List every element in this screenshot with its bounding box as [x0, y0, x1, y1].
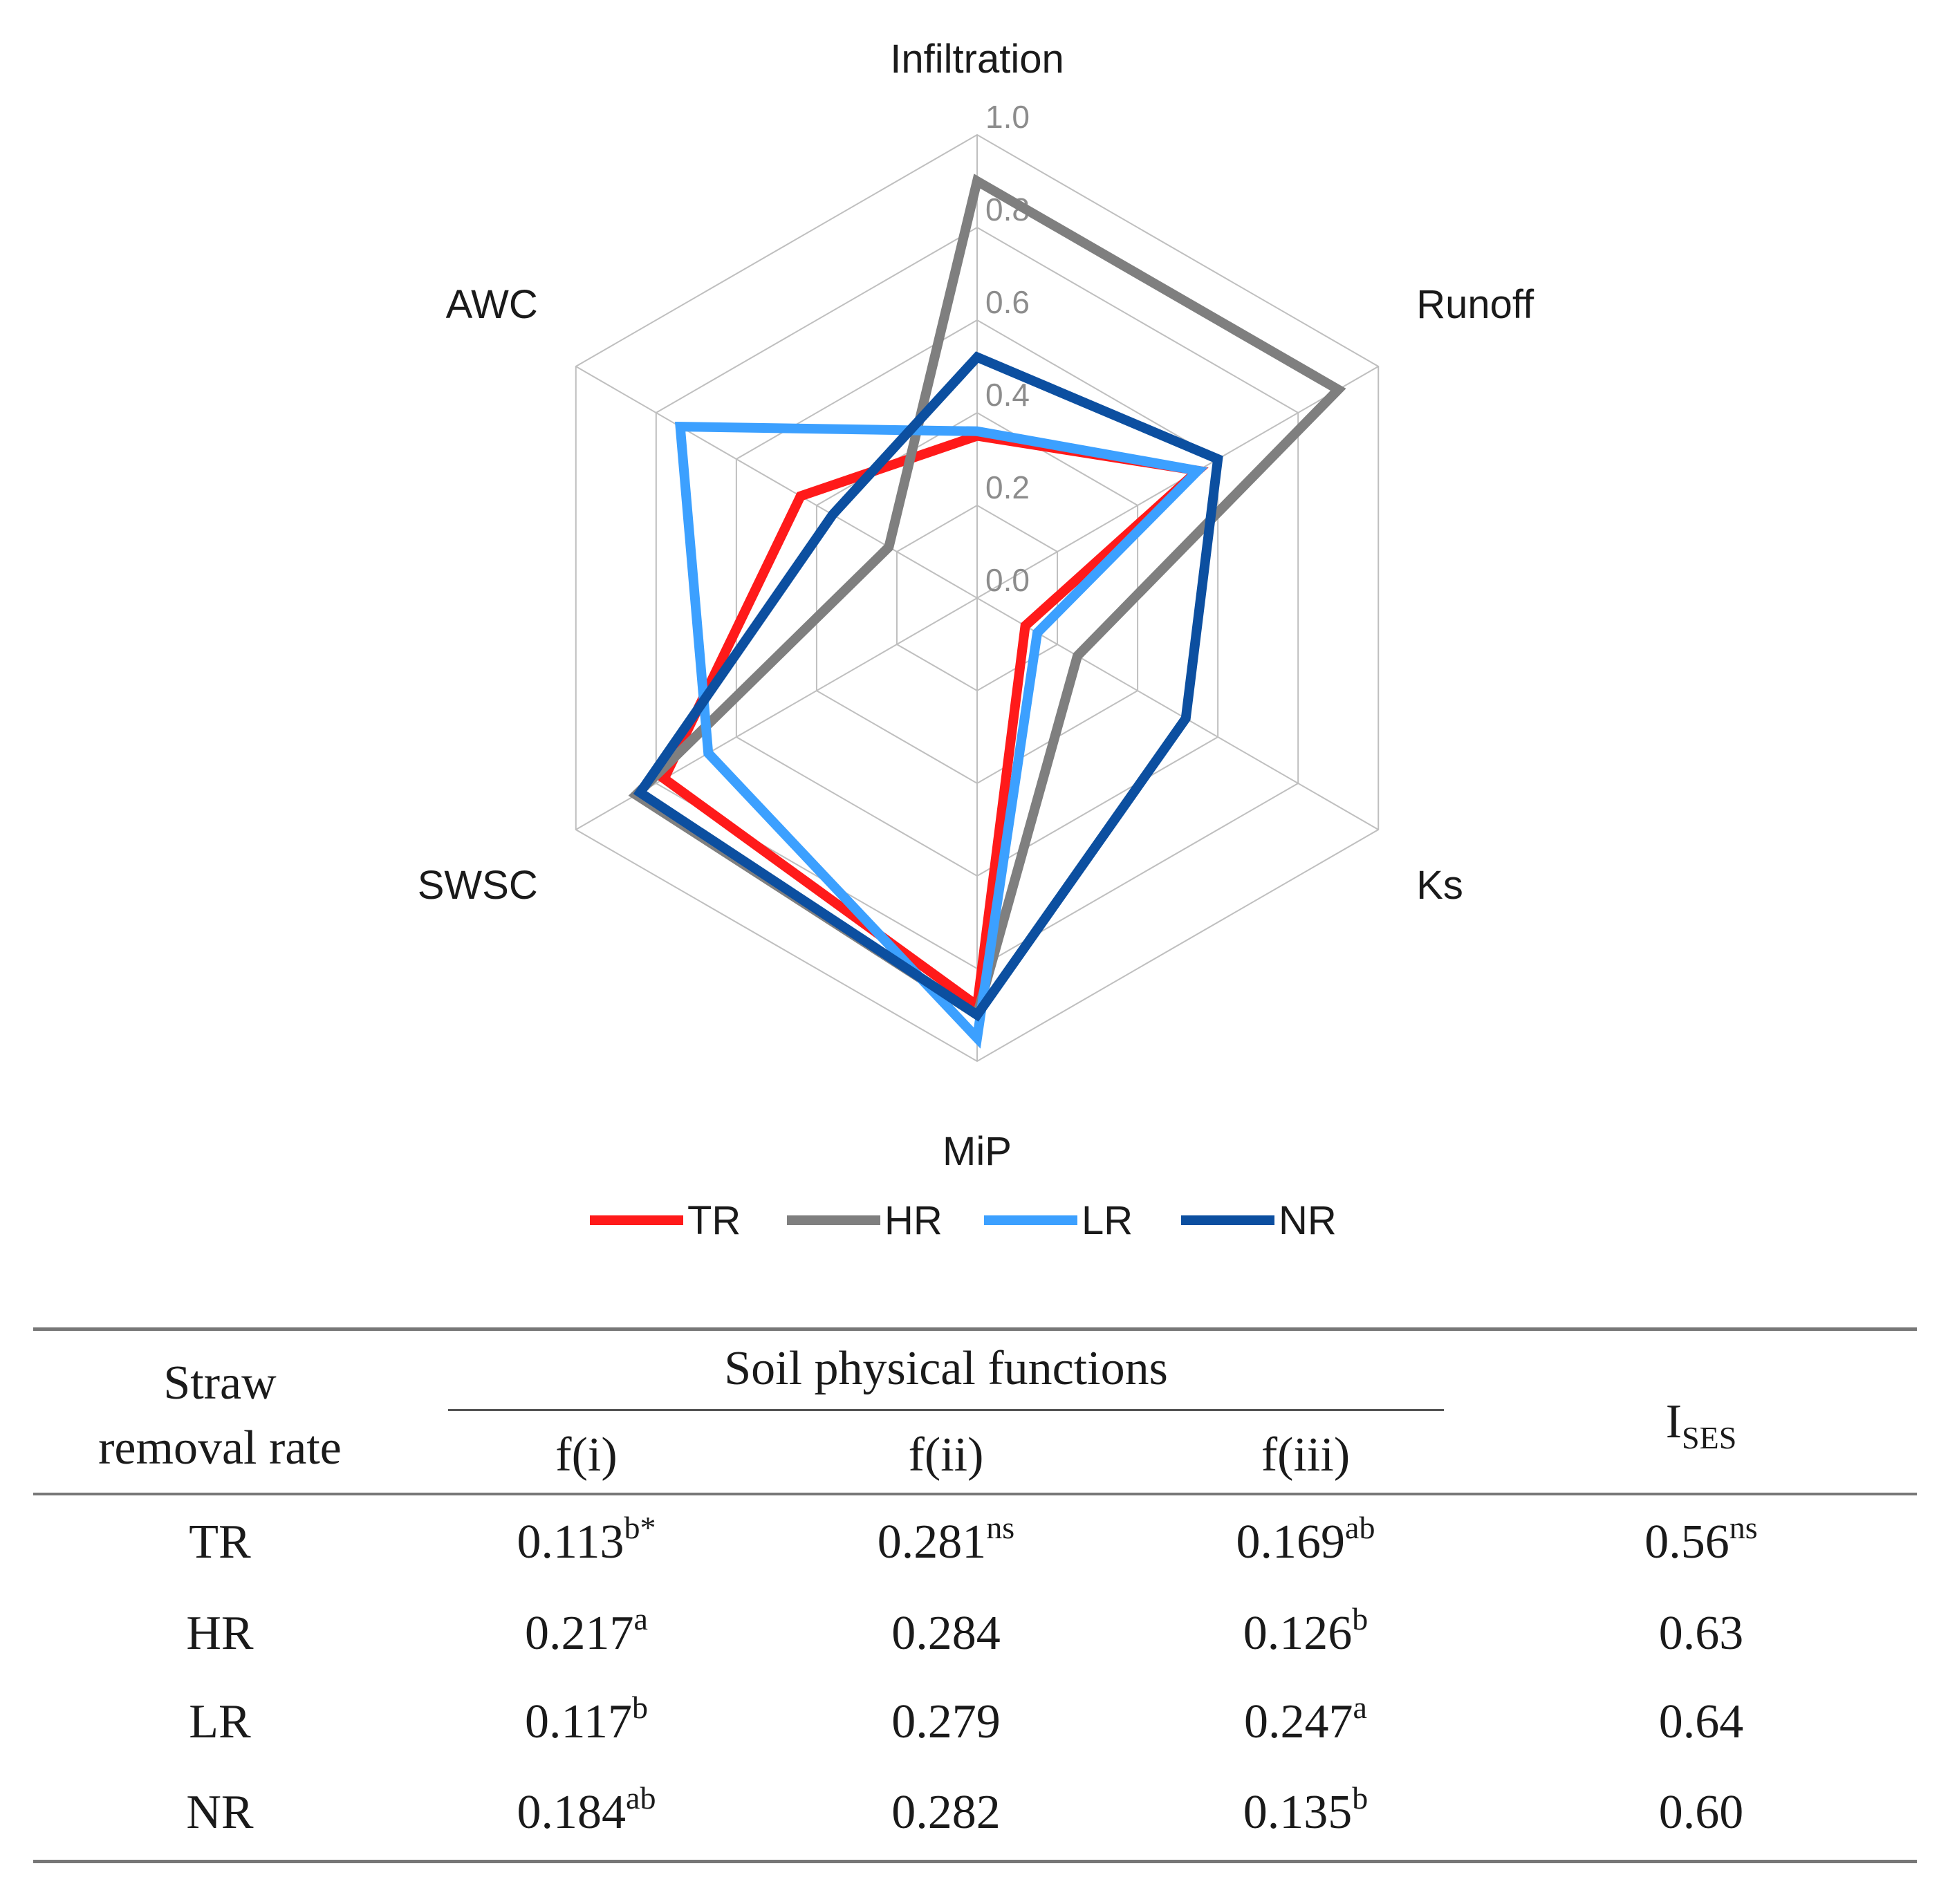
- radar-series: [628, 174, 1346, 1049]
- f2-cell: 0.281ns: [877, 1509, 1015, 1569]
- tick-label: 0.6: [985, 284, 1030, 320]
- axis-label-swsc: SWSC: [418, 863, 538, 908]
- f2-cell: 0.279: [891, 1695, 1001, 1748]
- radar-axis-labels: Infiltration Runoff Ks MiP SWSC AWC: [418, 37, 1534, 1174]
- tick-label: 0.0: [985, 562, 1030, 598]
- series-line-lr: [674, 421, 1208, 1049]
- results-table: Straw Soil physical functions ISES remov…: [33, 1327, 1917, 1863]
- f1-header: f(i): [555, 1428, 618, 1482]
- straw-header-line2: removal rate: [98, 1421, 342, 1475]
- row-label: HR: [186, 1606, 254, 1660]
- tick-label: 1.0: [985, 99, 1030, 135]
- f2-cell: 0.284: [891, 1606, 1001, 1660]
- table-row: LR 0.117b 0.279 0.247a 0.64: [33, 1678, 1917, 1766]
- table-row: TR 0.113b* 0.281ns 0.169ab 0.56ns: [33, 1494, 1917, 1589]
- legend-label-hr: HR: [884, 1198, 943, 1243]
- ises-sub: SES: [1682, 1419, 1737, 1455]
- ises-cell: 0.64: [1658, 1695, 1744, 1748]
- legend: TR HR LR NR: [590, 1198, 1337, 1243]
- soil-physical-functions-label: Soil physical functions: [448, 1341, 1444, 1411]
- f1-cell: 0.117b: [525, 1689, 648, 1748]
- row-label: LR: [189, 1695, 251, 1748]
- f2-cell: 0.282: [891, 1786, 1001, 1840]
- axis-label-awc: AWC: [446, 282, 538, 327]
- legend-label-nr: NR: [1279, 1198, 1337, 1243]
- axis-label-runoff: Runoff: [1416, 282, 1534, 327]
- ises-header: ISES: [1485, 1329, 1917, 1494]
- header-row-2: removal rate f(i) f(ii) f(iii): [33, 1411, 1917, 1494]
- f1-cell: 0.113b*: [517, 1509, 656, 1569]
- row-label: NR: [186, 1786, 254, 1840]
- ises-base: I: [1665, 1394, 1682, 1448]
- f3-header: f(iii): [1261, 1428, 1351, 1482]
- table-row: HR 0.217a 0.284 0.126b 0.63: [33, 1589, 1917, 1678]
- f3-cell: 0.169ab: [1236, 1509, 1375, 1569]
- group-header: Soil physical functions: [407, 1329, 1485, 1411]
- f1-cell: 0.217a: [525, 1600, 648, 1660]
- spoke: [976, 597, 1379, 830]
- header-row-1: Straw Soil physical functions ISES: [33, 1329, 1917, 1453]
- f2-header: f(ii): [908, 1428, 984, 1482]
- radar-tick-labels: 0.00.20.40.60.81.0: [985, 99, 1030, 598]
- ises-cell: 0.63: [1658, 1606, 1744, 1660]
- ises-cell: 0.56ns: [1644, 1509, 1758, 1569]
- f3-cell: 0.135b: [1243, 1780, 1369, 1840]
- series-line-tr: [658, 431, 1209, 1015]
- table-row: NR 0.184ab 0.282 0.135b 0.60: [33, 1766, 1917, 1862]
- spoke: [575, 366, 978, 599]
- f3-cell: 0.247a: [1244, 1689, 1367, 1748]
- legend-label-tr: TR: [687, 1198, 741, 1243]
- legend-label-lr: LR: [1082, 1198, 1133, 1243]
- axis-label-infiltration: Infiltration: [890, 37, 1064, 82]
- f1-cell: 0.184ab: [517, 1780, 656, 1840]
- series-line-nr: [633, 351, 1223, 1022]
- straw-header-line1: Straw: [163, 1356, 277, 1410]
- radar-chart: 0.00.20.40.60.81.0 InfiltrationRunoffKsM…: [418, 37, 1534, 1243]
- ises-cell: 0.60: [1658, 1786, 1744, 1840]
- tick-label: 0.4: [985, 377, 1030, 413]
- axis-label-mip: MiP: [943, 1129, 1012, 1174]
- tick-label: 0.2: [985, 469, 1030, 505]
- f3-cell: 0.126b: [1243, 1600, 1369, 1660]
- axis-label-ks: Ks: [1416, 863, 1463, 908]
- row-label: TR: [189, 1515, 251, 1569]
